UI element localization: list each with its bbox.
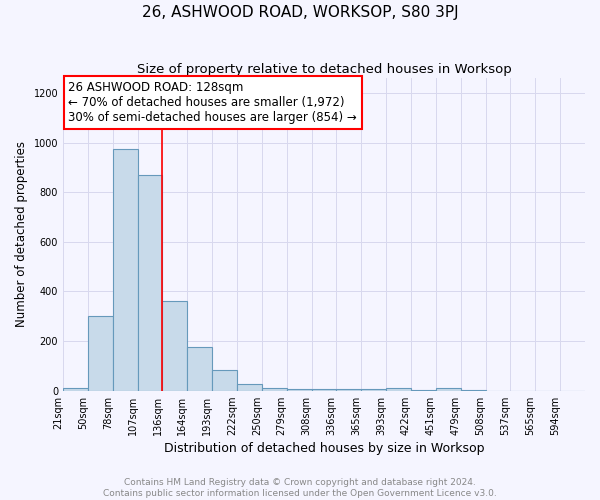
Bar — [113, 149, 137, 390]
Bar — [88, 316, 113, 390]
Y-axis label: Number of detached properties: Number of detached properties — [15, 142, 28, 328]
Text: Contains HM Land Registry data © Crown copyright and database right 2024.
Contai: Contains HM Land Registry data © Crown c… — [103, 478, 497, 498]
Bar — [237, 384, 262, 390]
Text: 26, ASHWOOD ROAD, WORKSOP, S80 3PJ: 26, ASHWOOD ROAD, WORKSOP, S80 3PJ — [142, 5, 458, 20]
Bar — [187, 348, 212, 391]
Text: 26 ASHWOOD ROAD: 128sqm
← 70% of detached houses are smaller (1,972)
30% of semi: 26 ASHWOOD ROAD: 128sqm ← 70% of detache… — [68, 81, 357, 124]
Bar — [386, 388, 411, 390]
Bar — [262, 388, 287, 390]
Bar — [212, 370, 237, 390]
Bar — [137, 175, 163, 390]
X-axis label: Distribution of detached houses by size in Worksop: Distribution of detached houses by size … — [164, 442, 484, 455]
Title: Size of property relative to detached houses in Worksop: Size of property relative to detached ho… — [137, 62, 511, 76]
Bar — [436, 388, 461, 390]
Bar — [63, 388, 88, 390]
Bar — [163, 302, 187, 390]
